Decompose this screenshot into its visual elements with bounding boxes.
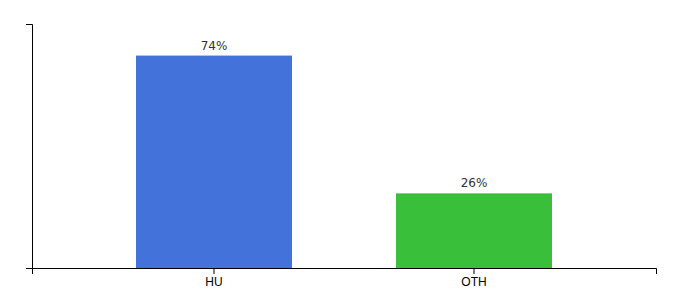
chart: 74% 26% HU OTH bbox=[0, 0, 680, 300]
x-tick-mark bbox=[214, 268, 215, 274]
bar bbox=[136, 56, 292, 268]
bars bbox=[136, 56, 552, 268]
x-tick: HU bbox=[205, 268, 222, 289]
data-label: 26% bbox=[461, 176, 488, 190]
data-labels: 74% 26% bbox=[201, 39, 488, 191]
x-axis-line bbox=[33, 269, 657, 275]
y-axis-line bbox=[26, 25, 33, 269]
bar bbox=[396, 193, 552, 268]
x-tick-label: OTH bbox=[461, 275, 486, 289]
y-axis bbox=[26, 25, 33, 269]
x-axis: HU OTH bbox=[33, 268, 657, 289]
chart-container: 74% 26% HU OTH bbox=[0, 0, 680, 300]
x-tick: OTH bbox=[461, 268, 486, 289]
plot: 74% 26% HU OTH bbox=[26, 25, 657, 289]
x-tick-mark bbox=[474, 268, 475, 274]
data-label: 74% bbox=[201, 39, 228, 53]
x-tick-label: HU bbox=[205, 275, 222, 289]
